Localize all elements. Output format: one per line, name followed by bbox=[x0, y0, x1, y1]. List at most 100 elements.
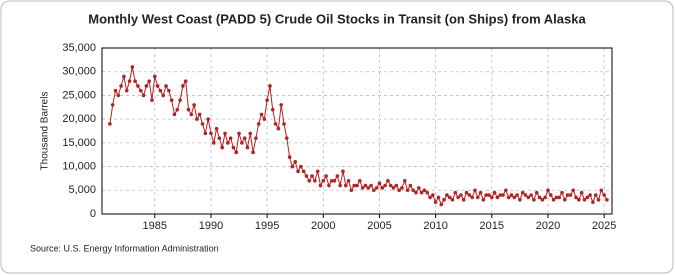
x-tick-label: 2005 bbox=[367, 220, 391, 232]
data-point bbox=[588, 193, 592, 197]
data-point bbox=[490, 195, 494, 200]
data-point bbox=[209, 131, 213, 136]
data-point bbox=[366, 186, 371, 190]
data-point bbox=[240, 141, 244, 145]
data-point bbox=[144, 84, 149, 88]
data-point bbox=[197, 112, 202, 117]
x-tick-label: 2025 bbox=[592, 220, 616, 232]
data-point bbox=[122, 74, 126, 79]
data-point bbox=[467, 193, 472, 197]
data-point bbox=[341, 169, 345, 174]
data-point bbox=[492, 190, 497, 195]
data-point bbox=[155, 84, 160, 88]
x-tick-label: 2010 bbox=[423, 220, 447, 232]
data-point bbox=[495, 195, 500, 200]
data-point bbox=[352, 183, 356, 188]
data-point bbox=[411, 188, 415, 193]
data-point bbox=[512, 195, 517, 200]
data-point bbox=[220, 145, 224, 150]
data-point bbox=[245, 145, 250, 150]
data-point bbox=[585, 195, 590, 200]
data-point bbox=[237, 131, 241, 136]
data-point bbox=[475, 195, 480, 200]
data-point bbox=[214, 126, 219, 131]
data-point bbox=[408, 183, 413, 188]
data-point bbox=[447, 195, 452, 200]
data-point bbox=[172, 112, 177, 117]
data-point bbox=[506, 195, 511, 200]
data-point bbox=[459, 193, 463, 197]
data-point bbox=[473, 188, 477, 193]
data-point bbox=[335, 174, 340, 178]
data-point bbox=[304, 174, 309, 178]
data-point bbox=[369, 183, 373, 188]
data-point bbox=[470, 195, 474, 200]
data-point bbox=[234, 150, 239, 155]
data-point bbox=[195, 117, 199, 121]
data-point bbox=[242, 136, 247, 140]
y-tick-label: 10,000 bbox=[62, 160, 96, 172]
data-point bbox=[321, 179, 326, 183]
data-point bbox=[534, 190, 539, 195]
data-point bbox=[428, 195, 432, 200]
data-point bbox=[543, 195, 547, 200]
data-point bbox=[501, 193, 505, 197]
data-point bbox=[217, 136, 222, 140]
data-point bbox=[265, 98, 269, 102]
y-tick-label: 30,000 bbox=[62, 66, 96, 78]
data-point bbox=[360, 186, 365, 190]
data-point bbox=[251, 150, 255, 155]
data-point bbox=[565, 193, 570, 197]
data-point bbox=[113, 88, 118, 93]
data-point bbox=[596, 197, 601, 202]
data-point bbox=[223, 131, 227, 136]
data-point bbox=[183, 79, 188, 83]
data-point bbox=[228, 136, 233, 140]
data-point bbox=[169, 98, 174, 102]
data-point bbox=[307, 179, 312, 183]
data-point bbox=[394, 183, 399, 188]
data-point bbox=[431, 193, 435, 197]
data-point bbox=[152, 74, 157, 79]
data-point bbox=[332, 179, 337, 183]
data-point bbox=[563, 197, 567, 202]
data-point bbox=[147, 79, 151, 83]
data-point bbox=[290, 164, 295, 169]
data-point bbox=[158, 88, 163, 93]
data-point bbox=[116, 93, 121, 98]
y-axis-label: Thousand Barrels bbox=[40, 92, 51, 171]
data-point bbox=[442, 197, 446, 202]
data-point bbox=[299, 164, 303, 169]
data-point bbox=[557, 195, 562, 200]
data-point bbox=[574, 195, 578, 200]
x-tick-label: 1990 bbox=[199, 220, 223, 232]
y-tick-label: 15,000 bbox=[62, 137, 96, 149]
data-point bbox=[124, 88, 129, 93]
data-point bbox=[254, 136, 258, 140]
chart-title: Monthly West Coast (PADD 5) Crude Oil St… bbox=[88, 11, 586, 26]
data-point bbox=[560, 190, 564, 195]
data-point bbox=[315, 169, 320, 174]
data-point bbox=[540, 197, 545, 202]
data-point bbox=[487, 193, 491, 197]
x-tick-label: 2020 bbox=[536, 220, 560, 232]
data-point bbox=[416, 186, 421, 190]
data-point bbox=[571, 188, 576, 193]
data-point bbox=[296, 169, 300, 174]
y-tick-label: 25,000 bbox=[62, 89, 96, 101]
data-point bbox=[301, 169, 306, 174]
data-point bbox=[478, 190, 483, 195]
data-point bbox=[282, 122, 286, 126]
data-point bbox=[372, 188, 376, 193]
data-point bbox=[405, 188, 410, 193]
data-point bbox=[119, 84, 123, 88]
data-point bbox=[327, 183, 331, 188]
y-tick-label: 20,000 bbox=[62, 113, 96, 125]
data-point bbox=[577, 197, 581, 202]
data-point bbox=[602, 193, 606, 197]
data-point bbox=[593, 193, 598, 197]
data-point bbox=[529, 193, 533, 197]
data-point bbox=[386, 179, 390, 183]
